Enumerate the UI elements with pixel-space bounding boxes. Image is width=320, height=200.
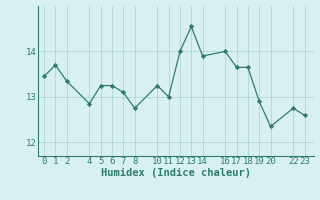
X-axis label: Humidex (Indice chaleur): Humidex (Indice chaleur)	[101, 168, 251, 178]
